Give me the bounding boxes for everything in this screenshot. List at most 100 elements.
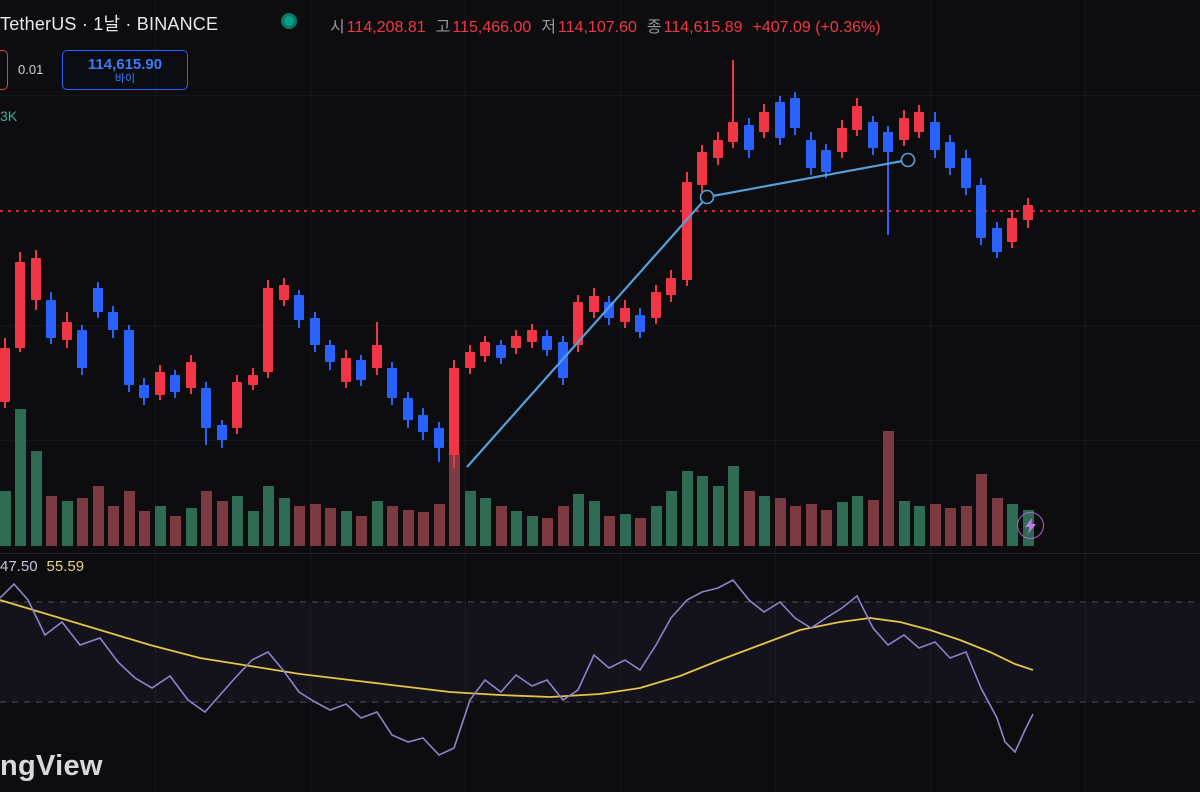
volume-bar [465, 491, 476, 546]
high-value: 115,466.00 [452, 19, 532, 36]
volume-bar [744, 491, 755, 546]
volume-bar [651, 506, 662, 546]
grid-line [775, 0, 776, 792]
candle-body [868, 122, 878, 148]
candle-body [93, 288, 103, 312]
candle-body [775, 102, 785, 138]
volume-bar [418, 512, 429, 546]
volume-bar [310, 504, 321, 546]
volume-bar [0, 491, 11, 546]
instant-order-button[interactable] [1017, 512, 1044, 539]
volume-bar [573, 494, 584, 546]
volume-bar [697, 476, 708, 546]
candle-body [589, 296, 599, 312]
buy-price: 114,615.90 [87, 55, 163, 73]
volume-bar [356, 516, 367, 546]
candle-body [542, 336, 552, 350]
sell-button[interactable] [0, 50, 8, 90]
candle-body [806, 140, 816, 168]
candle-body [387, 368, 397, 398]
volume-bar [248, 511, 259, 546]
volume-bar [930, 504, 941, 546]
grid-line [0, 95, 1200, 96]
candle-body [201, 388, 211, 428]
candle-body [263, 288, 273, 372]
volume-bar [31, 451, 42, 546]
volume-bar [589, 501, 600, 546]
candle-body [186, 362, 196, 388]
candle-body [170, 375, 180, 392]
volume-bar [279, 498, 290, 546]
volume-bar [480, 498, 491, 546]
volume-bar [852, 496, 863, 546]
candle-body [248, 375, 258, 385]
volume-bar [449, 454, 460, 546]
volume-bar [806, 504, 817, 546]
open-label: 시 [330, 19, 345, 36]
candle-body [961, 158, 971, 188]
low-label: 저 [541, 19, 556, 36]
volume-bar [868, 500, 879, 546]
volume-bar [945, 508, 956, 546]
volume-bar [186, 508, 197, 546]
candle-body [821, 150, 831, 172]
candle-wick [887, 126, 889, 235]
volume-bar [682, 471, 693, 546]
candle-body [155, 372, 165, 395]
candle-body [62, 322, 72, 340]
candle-body [945, 142, 955, 168]
volume-bar [294, 506, 305, 546]
candle-body [480, 342, 490, 356]
buy-label: 바이 [114, 72, 136, 85]
candle-body [0, 348, 10, 402]
volume-bar [821, 510, 832, 546]
close-label: 종 [646, 19, 662, 36]
low-value: 114,107.60 [557, 19, 637, 36]
candle-body [449, 368, 459, 455]
volume-bar [93, 486, 104, 546]
candle-body [403, 398, 413, 420]
grid-line [620, 0, 621, 792]
volume-bar [217, 501, 228, 546]
volume-bar [558, 506, 569, 546]
volume-bar [325, 508, 336, 546]
market-status-icon[interactable] [281, 13, 297, 29]
volume-bar [899, 501, 910, 546]
candle-body [310, 318, 320, 345]
grid-line [1085, 0, 1086, 792]
grid-line [930, 0, 931, 792]
volume-bar [542, 518, 553, 546]
candle-body [108, 312, 118, 330]
open-value: 114,208.81 [346, 19, 426, 36]
candle-body [77, 330, 87, 368]
candle-wick [732, 60, 734, 148]
candle-body [46, 300, 56, 338]
volume-bar [728, 466, 739, 546]
grid-line [0, 325, 1200, 326]
volume-bar [496, 506, 507, 546]
candle-body [434, 428, 444, 448]
candle-body [635, 315, 645, 332]
volume-bar [403, 510, 414, 546]
ohlc-row: 시 114,208.81 고 115,466.00 저 114,107.60 종 114,61… [330, 13, 881, 37]
candle-body [372, 345, 382, 368]
volume-bar [124, 491, 135, 546]
volume-bar [139, 511, 150, 546]
volume-indicator-value: 3K [0, 108, 18, 124]
candle-body [573, 302, 583, 345]
volume-bar [713, 486, 724, 546]
buy-button[interactable]: 114,615.90 바이 [62, 50, 188, 90]
rsi-band [0, 602, 1200, 702]
candle-body [790, 98, 800, 128]
candle-body [899, 118, 909, 140]
pane-separator[interactable] [0, 553, 1200, 554]
candle-body [232, 382, 242, 428]
symbol-title[interactable]: TetherUS · 1날 · BINANCE [0, 14, 219, 34]
volume-bar [961, 506, 972, 546]
candle-body [914, 112, 924, 132]
candle-body [620, 308, 630, 322]
